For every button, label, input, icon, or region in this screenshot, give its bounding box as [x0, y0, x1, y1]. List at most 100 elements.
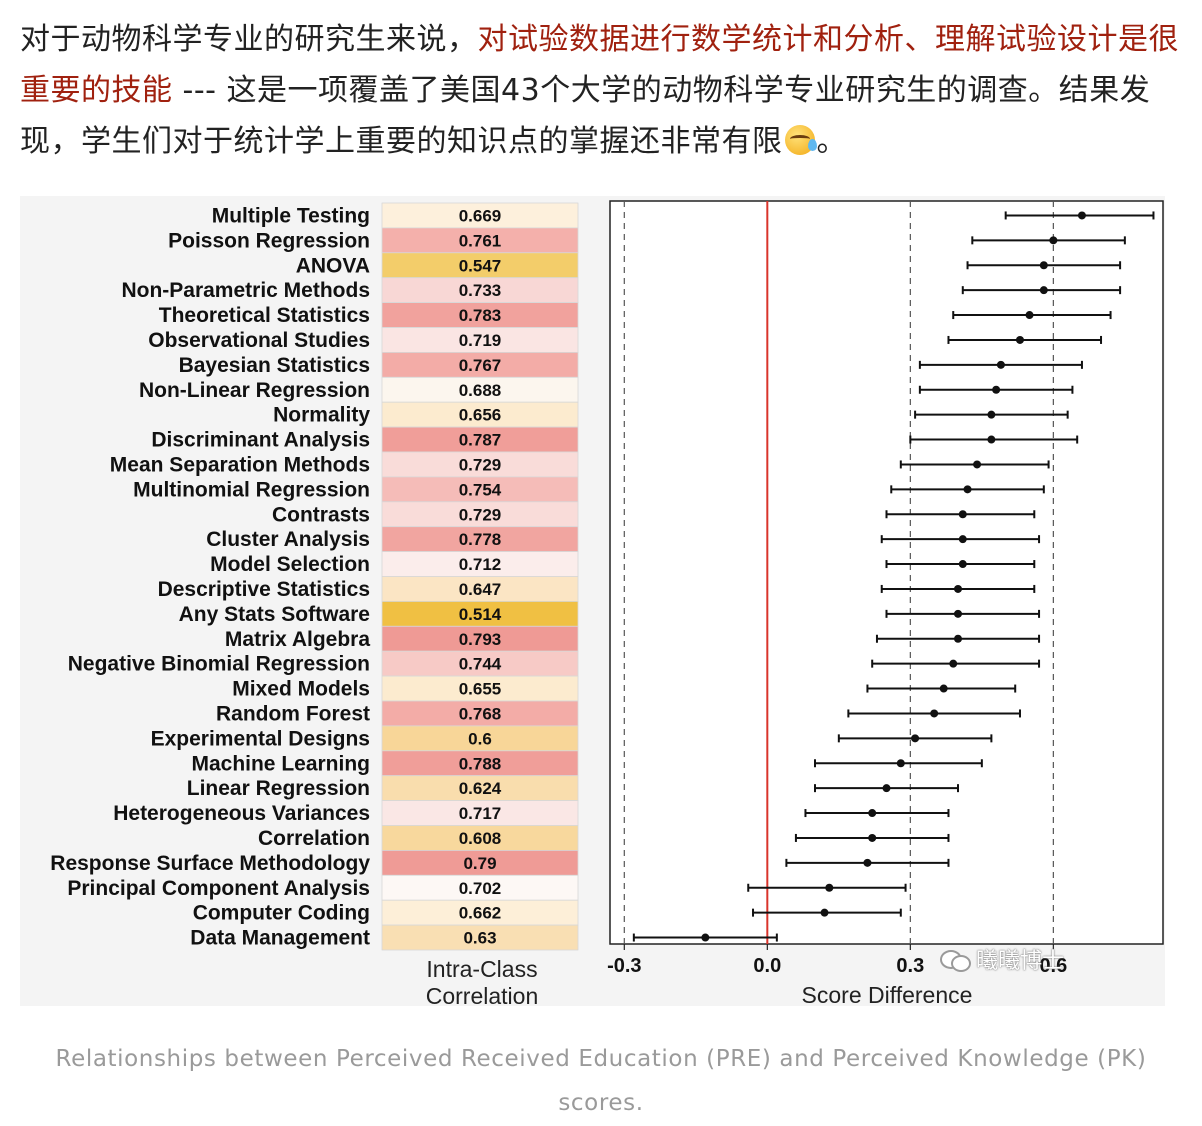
icc-value: 0.688: [459, 381, 502, 400]
term-label: Non-Linear Regression: [139, 379, 370, 402]
chart-svg: Multiple Testing 0.669 Poisson Regression 0…: [50, 200, 1164, 977]
icc-value: 0.717: [459, 804, 502, 823]
icc-value: 0.729: [459, 455, 502, 474]
icc-value: 0.514: [459, 605, 502, 624]
intro-text-3: 。: [816, 124, 847, 159]
point-estimate: [954, 609, 963, 618]
point-estimate: [868, 809, 877, 818]
x-tick-label: 0.3: [896, 955, 924, 977]
icc-cell: [381, 825, 579, 851]
intro-paragraph: 对于动物科学专业的研究生来说，对试验数据进行数学统计和分析、理解试验设计是很重要…: [20, 14, 1185, 167]
icc-value: 0.729: [459, 505, 502, 524]
figure-panel: Multiple Testing 0.669 Poisson Regression 0…: [20, 196, 1165, 1009]
icc-value: 0.608: [459, 829, 502, 848]
point-estimate: [958, 560, 967, 569]
icc-cell: [381, 551, 579, 577]
icc-value: 0.647: [459, 580, 502, 599]
icc-value: 0.702: [459, 879, 502, 898]
icc-cell: [381, 576, 579, 602]
x-axis-title: Score Difference: [801, 982, 973, 1008]
icc-value: 0.547: [459, 256, 502, 275]
term-label: Negative Binomial Regression: [68, 653, 370, 676]
term-label: Descriptive Statistics: [158, 578, 370, 601]
x-tick-label: 0.6: [1039, 955, 1067, 977]
term-label: Linear Regression: [187, 777, 370, 800]
intro-text-2: --- 这是一项覆盖了美国43个大学的动物科学专业研究生的调查。结果发现，学生们…: [20, 73, 1151, 159]
point-estimate: [882, 784, 891, 793]
term-label: Any Stats Software: [179, 603, 370, 626]
icc-cell: [381, 800, 579, 826]
plot-frame: [609, 200, 1164, 945]
icc-value: 0.744: [459, 655, 502, 674]
term-label: Response Surface Methodology: [50, 852, 370, 875]
icc-value: 0.754: [459, 480, 502, 499]
point-estimate: [820, 908, 829, 917]
icc-value: 0.787: [459, 431, 502, 450]
point-estimate: [963, 485, 972, 494]
icc-value: 0.788: [459, 754, 502, 773]
icc-value: 0.79: [463, 854, 496, 873]
point-estimate: [992, 385, 1001, 394]
icc-value: 0.669: [459, 206, 502, 225]
term-label: Bayesian Statistics: [179, 354, 370, 377]
term-label: Random Forest: [216, 702, 370, 725]
icc-value: 0.624: [459, 779, 502, 798]
term-label: Normality: [273, 404, 370, 427]
icc-axis-title: Intra-Class Correlation: [382, 956, 582, 1010]
icc-cell: [381, 725, 579, 752]
point-estimate: [1077, 211, 1086, 220]
icc-cell: [381, 850, 579, 876]
point-estimate: [987, 410, 996, 419]
point-estimate: [1015, 335, 1024, 344]
icc-value: 0.767: [459, 356, 502, 375]
term-label: Non-Parametric Methods: [121, 279, 370, 302]
point-estimate: [958, 510, 967, 519]
watermark: 曦曦博士: [940, 943, 1064, 975]
icc-cell: [381, 327, 579, 353]
icc-cell: [381, 302, 579, 328]
icc-value: 0.63: [463, 929, 496, 948]
intro-highlight: 对试验数据进行数学统计和分析、理解试验设计是很重要的技能: [20, 22, 1179, 108]
icc-value: 0.656: [459, 406, 502, 425]
term-label: Matrix Algebra: [225, 628, 370, 651]
icc-cell: [381, 376, 579, 403]
term-label: Contrasts: [272, 503, 370, 526]
intro-text-1: 对于动物科学专业的研究生来说，: [20, 22, 478, 57]
term-label: Principal Component Analysis: [67, 877, 370, 900]
icc-value: 0.6: [468, 729, 492, 748]
icc-value: 0.793: [459, 630, 502, 649]
icc-value: 0.655: [459, 680, 502, 699]
icc-value: 0.783: [459, 306, 502, 325]
term-label: Poisson Regression: [168, 229, 370, 252]
point-estimate: [1039, 261, 1048, 270]
icc-value: 0.719: [459, 331, 502, 350]
icc-value: 0.768: [459, 704, 502, 723]
point-estimate: [958, 535, 967, 544]
x-tick-label: 0.0: [753, 955, 781, 977]
icc-cell: [381, 600, 579, 627]
point-estimate: [911, 734, 920, 743]
term-label: Heterogeneous Variances: [113, 802, 370, 825]
x-tick-label: -0.3: [607, 955, 641, 977]
icc-cell: [381, 476, 579, 503]
watermark-text: 曦曦博士: [976, 949, 1065, 974]
icc-value: 0.712: [459, 555, 502, 574]
point-estimate: [954, 634, 963, 643]
icc-value: 0.778: [459, 530, 502, 549]
term-label: Observational Studies: [148, 329, 370, 352]
point-estimate: [1025, 311, 1034, 320]
icc-cell: [381, 426, 579, 453]
term-label: Theoretical Statistics: [159, 304, 370, 327]
icc-cell: [381, 874, 579, 901]
term-label: Mixed Models: [232, 678, 370, 701]
point-estimate: [1039, 286, 1048, 295]
icc-cell: [381, 351, 579, 378]
icc-cell: [381, 700, 579, 727]
icc-axis-title-line1: Intra-Class: [426, 956, 538, 982]
point-estimate: [954, 584, 963, 593]
icc-cell: [381, 775, 579, 802]
icc-cell: [381, 501, 579, 528]
term-label: Correlation: [258, 827, 370, 850]
crying-laughing-emoji-icon: [784, 125, 817, 155]
point-estimate: [949, 659, 958, 668]
